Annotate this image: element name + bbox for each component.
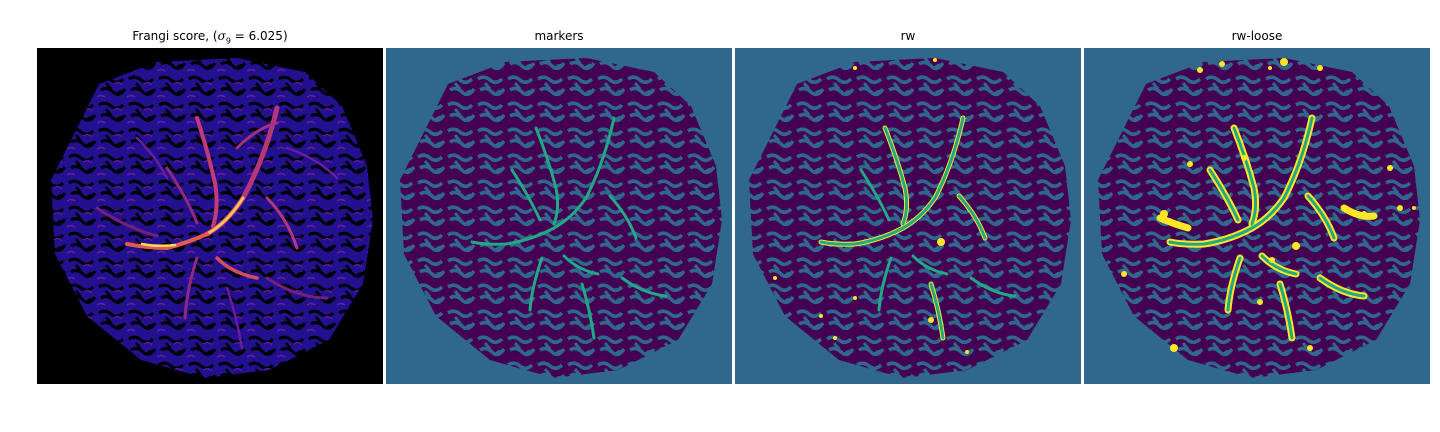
- rw-loose-image: [1084, 48, 1430, 384]
- panel-title-rw-loose: rw-loose: [1231, 29, 1283, 43]
- panel-title-markers: markers: [534, 29, 584, 43]
- panel-frangi: [37, 48, 383, 384]
- title-sub: 9: [225, 36, 231, 46]
- rw-loose-tissue: [1098, 58, 1420, 378]
- frangi-image: [37, 48, 383, 384]
- markers-image: [386, 48, 732, 384]
- rw-loose-vessels: [1156, 114, 1378, 342]
- panel-title-rw: rw: [900, 29, 916, 43]
- panel-title-frangi: Frangi score, (σ9 = 6.025): [37, 29, 383, 45]
- frangi-disc: [51, 58, 373, 378]
- panel-rw: [735, 48, 1081, 384]
- panel-rw-loose: [1084, 48, 1430, 384]
- frangi-vessels: [95, 105, 339, 350]
- title-suffix: = 6.025): [230, 29, 288, 43]
- rw-tissue: [749, 58, 1071, 378]
- markers-vessels: [470, 116, 668, 340]
- title-sigma: σ: [217, 29, 226, 43]
- panel-markers: [386, 48, 732, 384]
- markers-tissue: [400, 58, 722, 378]
- rw-loose-spots: [1121, 58, 1416, 352]
- title-prefix: Frangi score, (: [132, 29, 218, 43]
- rw-spots: [773, 58, 969, 354]
- rw-image: [735, 48, 1081, 384]
- rw-vessels: [818, 115, 1017, 341]
